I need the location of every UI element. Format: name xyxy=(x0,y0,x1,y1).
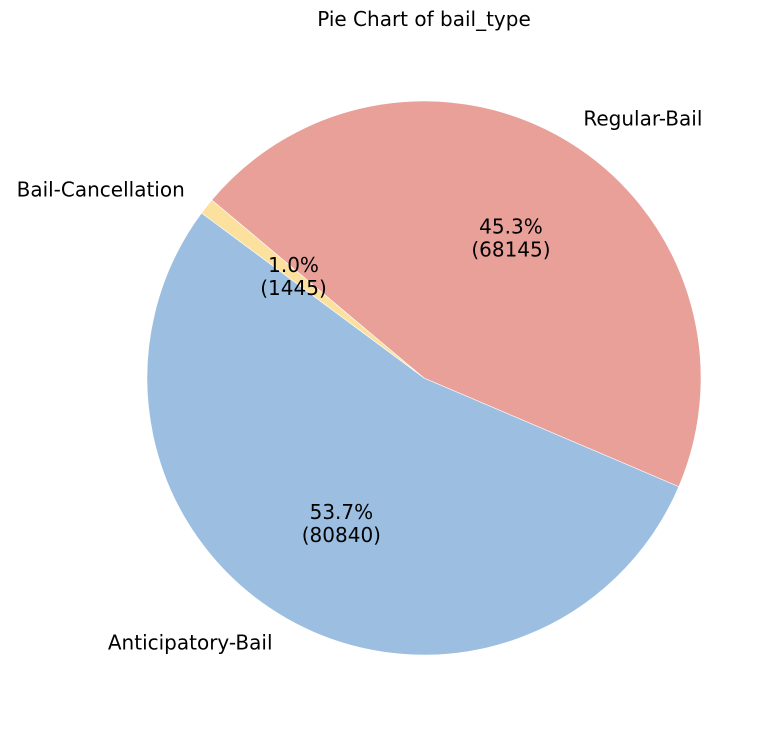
slice-percent-anticipatory-bail: 53.7% xyxy=(310,500,374,524)
slice-label-regular-bail: Regular-Bail xyxy=(583,106,702,130)
slice-label-anticipatory-bail: Anticipatory-Bail xyxy=(108,630,273,654)
slice-percent-regular-bail: 45.3% xyxy=(479,214,543,238)
chart-title: Pie Chart of bail_type xyxy=(317,7,531,31)
slice-count-regular-bail: (68145) xyxy=(471,237,550,261)
pie-slice-regular-bail xyxy=(211,100,702,487)
slice-percent-bail-cancellation: 1.0% xyxy=(268,253,319,277)
slice-label-bail-cancellation: Bail-Cancellation xyxy=(17,177,185,201)
slice-count-bail-cancellation: (1445) xyxy=(260,276,327,300)
pie-slice-anticipatory-bail xyxy=(146,212,680,656)
pie-slices xyxy=(146,100,702,656)
slice-count-anticipatory-bail: (80840) xyxy=(302,523,381,547)
pie-labels: Bail-Cancellation 1.0%(1445) Anticipatory-… xyxy=(17,106,703,654)
